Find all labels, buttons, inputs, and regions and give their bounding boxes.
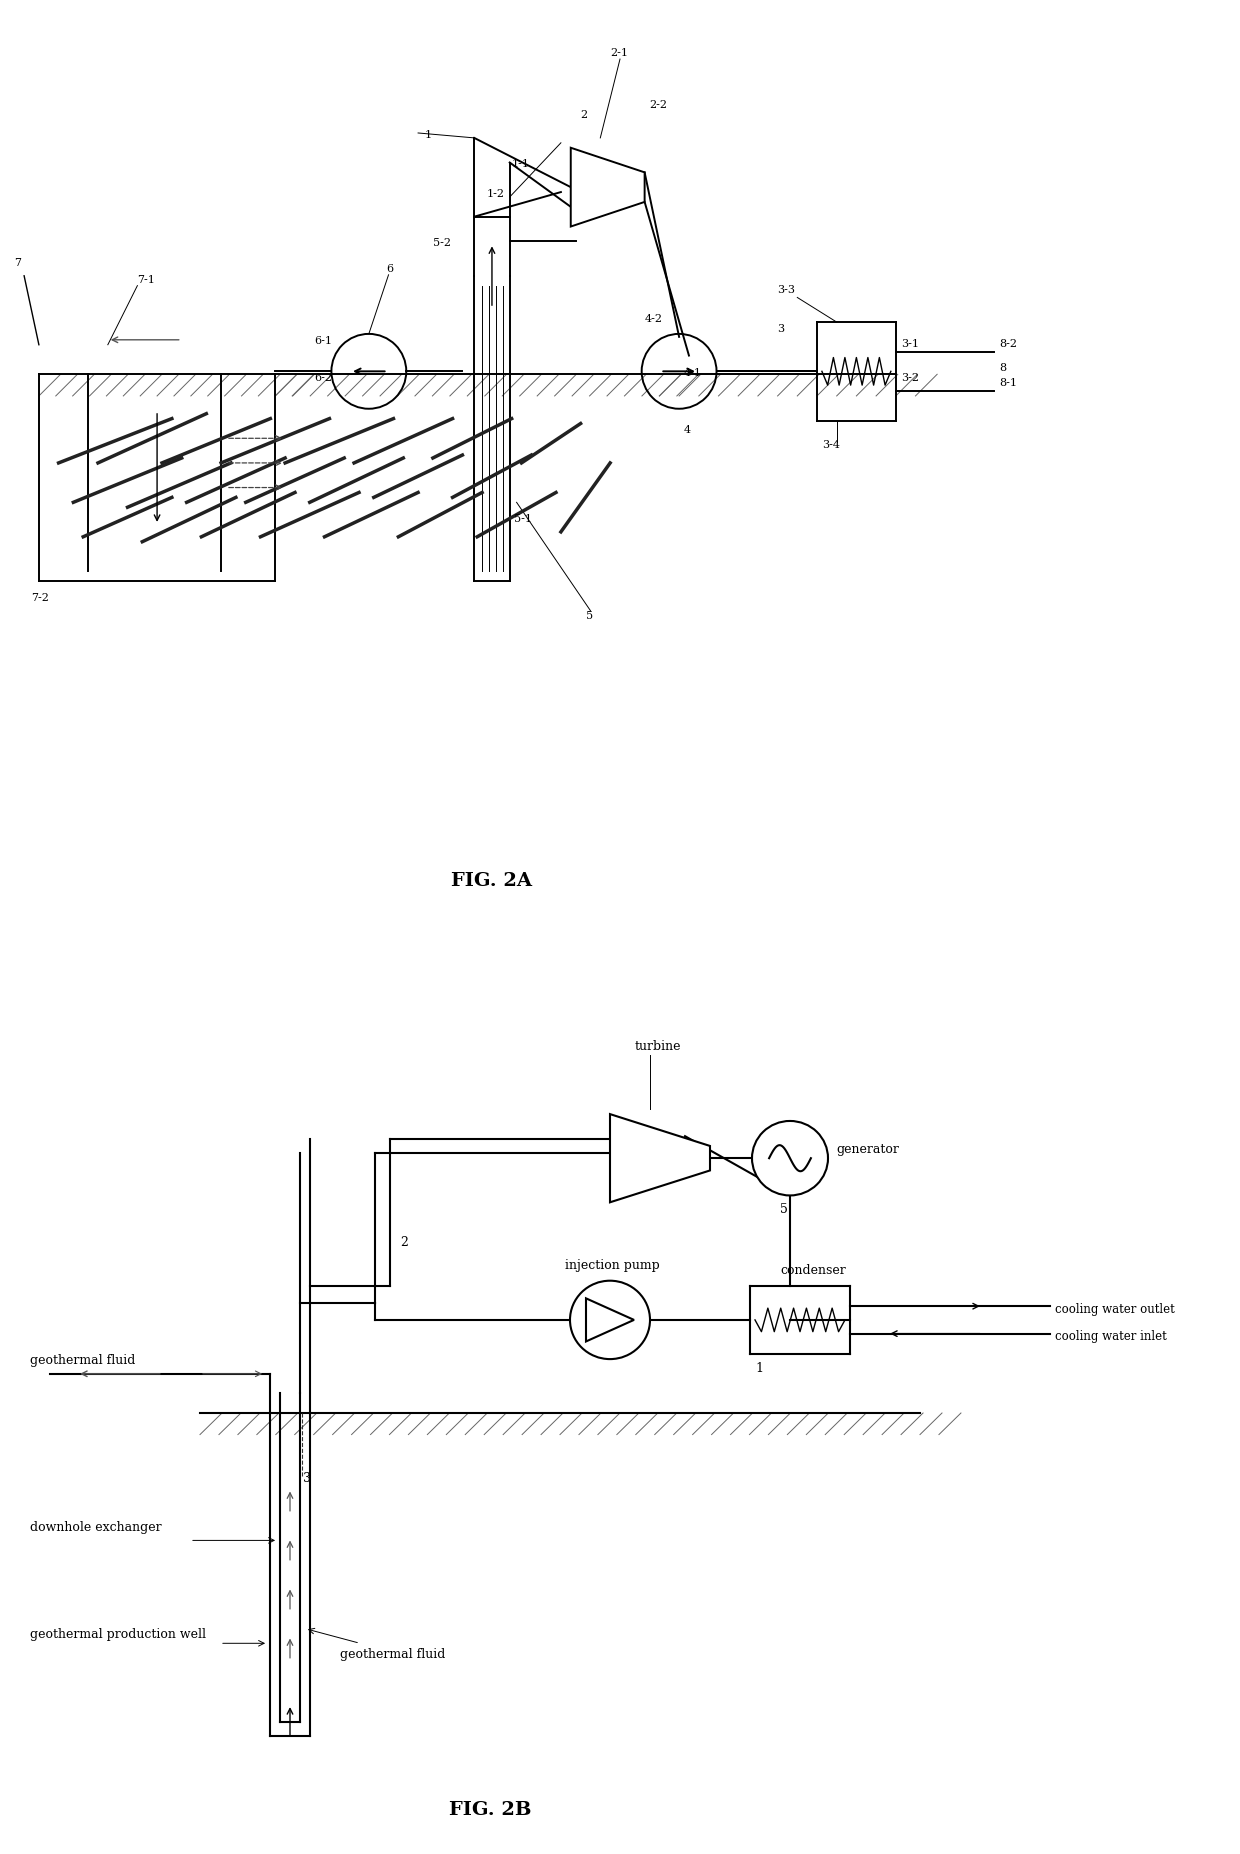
Text: 5-2: 5-2 (433, 237, 451, 248)
Text: 7-2: 7-2 (31, 593, 48, 603)
Circle shape (570, 1281, 650, 1359)
Text: geothermal fluid: geothermal fluid (340, 1648, 445, 1661)
Text: cooling water inlet: cooling water inlet (1055, 1331, 1167, 1344)
Polygon shape (570, 148, 645, 226)
Text: 4: 4 (615, 1144, 622, 1157)
Text: 5: 5 (780, 1203, 787, 1216)
Polygon shape (610, 1114, 711, 1201)
Text: 5: 5 (585, 610, 593, 621)
Text: 4-1: 4-1 (684, 369, 702, 378)
Text: 1: 1 (755, 1363, 763, 1376)
Text: 4: 4 (684, 425, 691, 436)
Text: turbine: turbine (635, 1040, 682, 1053)
Text: downhole exchanger: downhole exchanger (30, 1520, 161, 1533)
Text: 7: 7 (15, 258, 21, 269)
Text: 8-1: 8-1 (999, 378, 1017, 387)
Text: 3: 3 (303, 1472, 311, 1485)
Text: 5-1: 5-1 (513, 514, 532, 525)
Text: 1-2: 1-2 (487, 189, 505, 198)
Text: condenser: condenser (780, 1264, 846, 1277)
Text: 3-3: 3-3 (777, 284, 796, 295)
Text: 3-4: 3-4 (822, 439, 839, 451)
Text: FIG. 2A: FIG. 2A (451, 873, 532, 890)
Text: 8: 8 (999, 363, 1007, 373)
Text: 8-2: 8-2 (999, 339, 1017, 349)
Text: 7-1: 7-1 (138, 274, 155, 286)
Text: 3-2: 3-2 (900, 373, 919, 384)
Text: FIG. 2B: FIG. 2B (449, 1800, 531, 1819)
Text: 3-1: 3-1 (900, 339, 919, 349)
Text: 2-1: 2-1 (610, 48, 629, 57)
Text: 3: 3 (777, 324, 785, 334)
Text: 1-1: 1-1 (512, 159, 529, 169)
Text: 4-2: 4-2 (645, 313, 662, 324)
Text: geothermal production well: geothermal production well (30, 1628, 206, 1641)
Text: generator: generator (836, 1144, 899, 1157)
Text: 2-2: 2-2 (650, 100, 667, 111)
Text: 2: 2 (401, 1237, 408, 1250)
Text: cooling water outlet: cooling water outlet (1055, 1303, 1174, 1316)
Text: 2: 2 (580, 109, 588, 121)
Text: geothermal fluid: geothermal fluid (30, 1353, 135, 1366)
Text: 6-1: 6-1 (315, 336, 332, 345)
Circle shape (751, 1122, 828, 1196)
Text: 6: 6 (387, 263, 393, 274)
Text: 6-2: 6-2 (315, 373, 332, 384)
Text: 1: 1 (425, 130, 432, 139)
Text: injection pump: injection pump (565, 1259, 660, 1272)
